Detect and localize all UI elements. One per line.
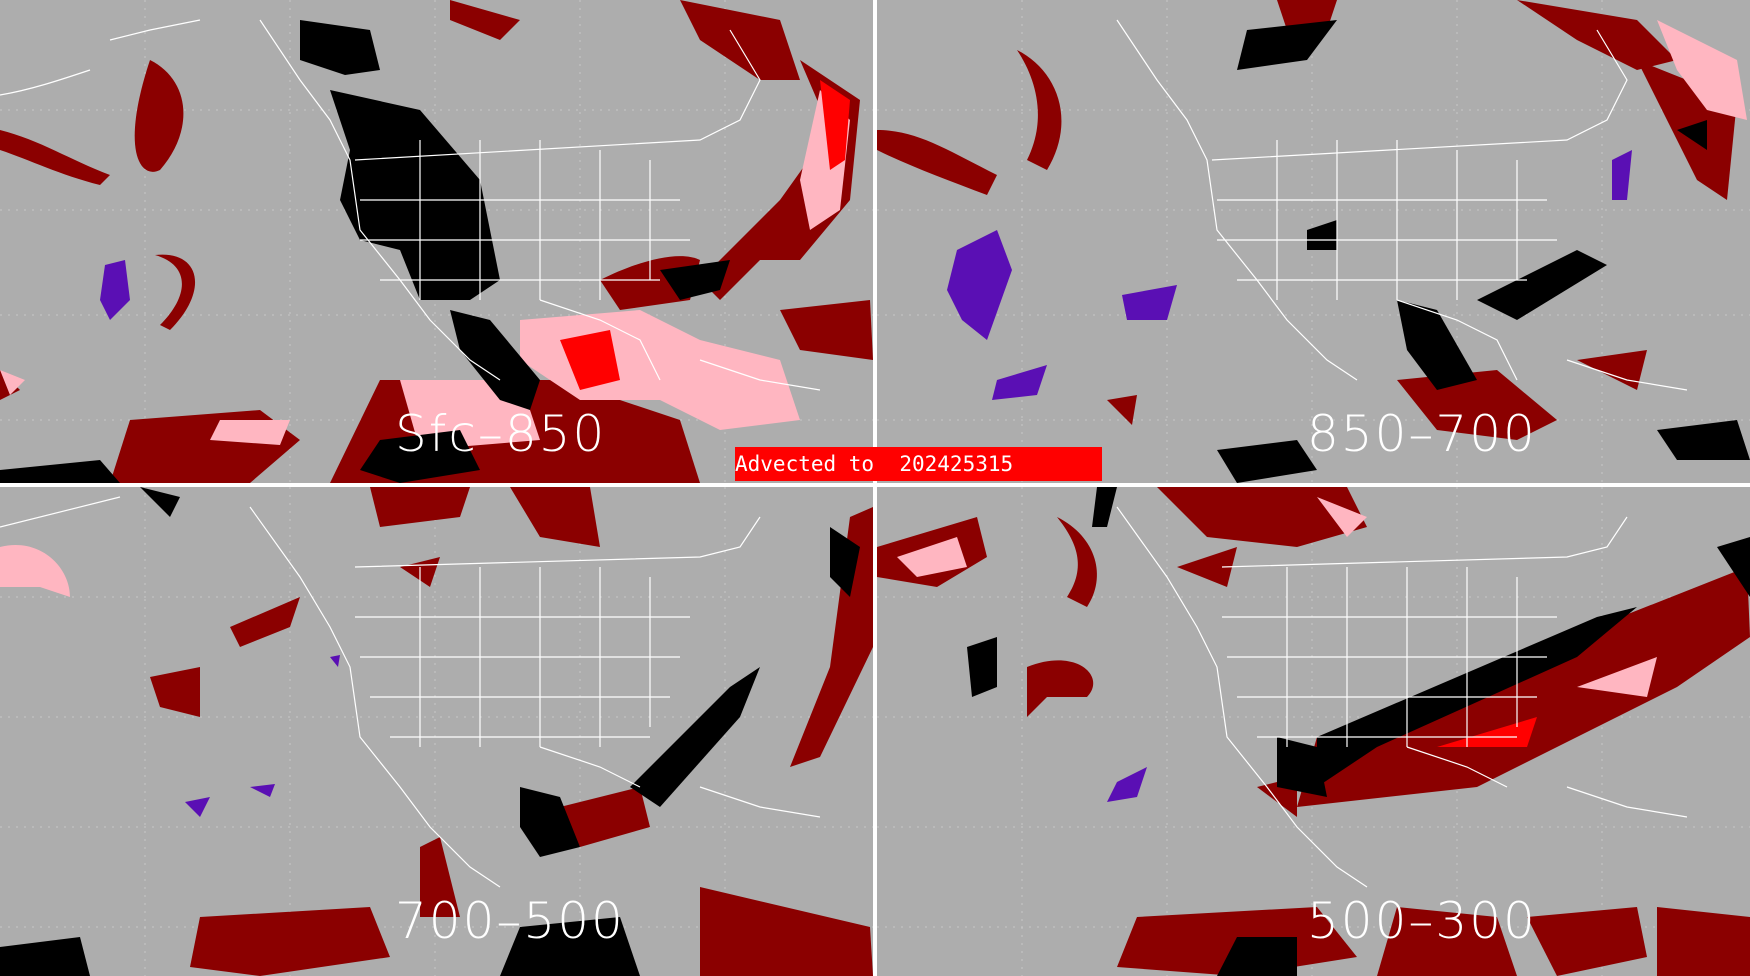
layer-label-700-500: 700–500 [395, 892, 625, 950]
panel-850-700: 850–700 [877, 0, 1750, 483]
map-sfc-850 [0, 0, 873, 483]
panel-500-300: 500–300 [877, 487, 1750, 976]
map-500-300 [877, 487, 1750, 976]
moisture-purple [185, 655, 340, 817]
moisture-purple [947, 150, 1632, 400]
moisture-black [0, 20, 730, 483]
advected-to-banner: Advected to 202425315 [735, 447, 1102, 481]
boundaries [0, 496, 821, 888]
map-700-500 [0, 487, 873, 976]
moisture-bright-red [1437, 717, 1537, 747]
boundaries [1116, 19, 1688, 391]
layer-label-500-300: 500–300 [1307, 892, 1537, 950]
moisture-pink [897, 497, 1657, 697]
moisture-pink [0, 545, 70, 597]
moisture-black [0, 487, 860, 976]
moisture-purple [1107, 767, 1147, 802]
moisture-bright-red [560, 80, 850, 390]
moisture-black [1217, 20, 1750, 483]
panel-sfc-850: Sfc–850 [0, 0, 873, 483]
map-850-700 [877, 0, 1750, 483]
layer-label-850-700: 850–700 [1307, 405, 1537, 463]
moisture-pink [1657, 20, 1747, 120]
boundaries [1116, 506, 1688, 888]
boundaries [0, 19, 821, 391]
moisture-purple [100, 260, 130, 320]
panel-700-500: 700–500 [0, 487, 873, 976]
graticule [877, 487, 1750, 976]
moisture-dark-red [150, 487, 873, 976]
moisture-pink [0, 90, 850, 450]
layer-label-sfc-850: Sfc–850 [395, 405, 607, 463]
